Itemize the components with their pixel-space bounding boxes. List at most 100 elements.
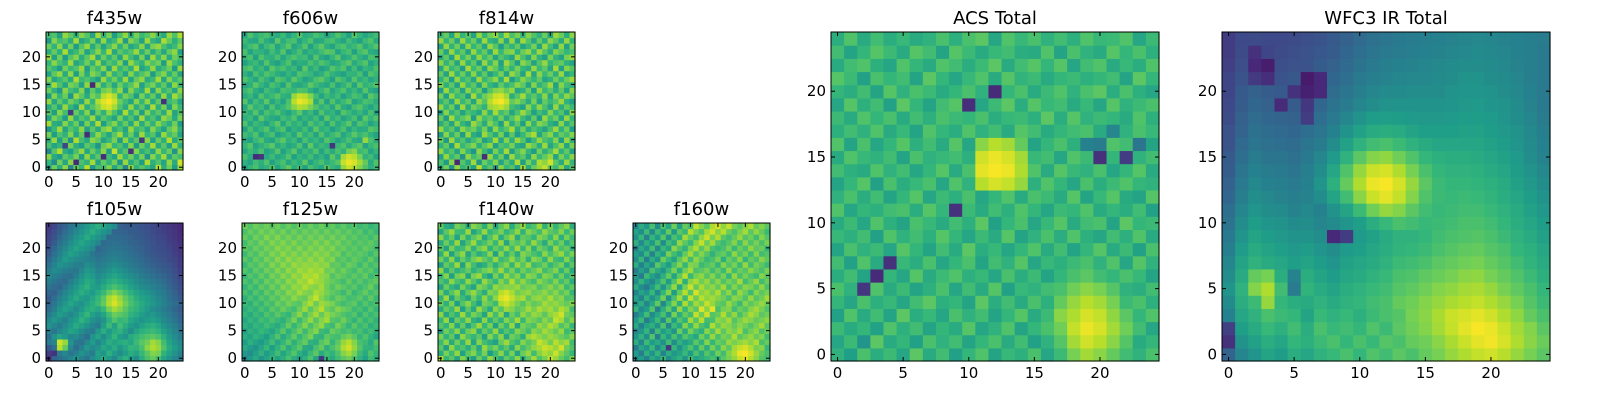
heatmap-cell	[269, 289, 276, 296]
heatmap-cell	[351, 267, 358, 274]
heatmap-cell	[252, 250, 260, 257]
heatmap-cell	[258, 76, 265, 83]
heatmap-cell	[454, 164, 461, 171]
heatmap-cell	[258, 228, 265, 235]
x-tick-label: 5	[658, 364, 668, 382]
heatmap-cell	[368, 54, 375, 61]
heatmap-cell	[1027, 176, 1042, 191]
heatmap-cell	[509, 322, 516, 329]
heatmap-cell	[654, 228, 661, 235]
heatmap-cell	[693, 234, 700, 241]
heatmap-cell	[128, 344, 135, 351]
heatmap-cell	[654, 327, 661, 334]
heatmap-cell	[252, 98, 260, 105]
heatmap-cell	[547, 142, 554, 149]
heatmap-cell	[73, 81, 80, 88]
heatmap-cell	[351, 76, 358, 83]
heatmap-cell	[46, 43, 53, 50]
heatmap-cell	[302, 234, 309, 241]
heatmap-cell	[569, 311, 576, 318]
heatmap-cell	[547, 54, 554, 61]
heatmap-cell	[737, 305, 744, 312]
heatmap-cell	[704, 344, 711, 351]
heatmap-cell	[46, 76, 53, 83]
heatmap-cell	[351, 344, 358, 351]
heatmap-cell	[909, 308, 924, 323]
heatmap-cell	[520, 147, 527, 155]
heatmap-cell	[638, 245, 645, 252]
heatmap-cell	[155, 81, 162, 88]
heatmap-cell	[654, 338, 661, 346]
heatmap-cell	[1054, 347, 1068, 362]
heatmap-cell	[520, 48, 527, 55]
heatmap-cell	[643, 256, 651, 263]
heatmap-cell	[520, 289, 527, 296]
heatmap-cell	[542, 338, 549, 346]
heatmap-cell	[470, 316, 477, 323]
heatmap-cell	[883, 255, 898, 270]
heatmap-cell	[962, 176, 976, 191]
heatmap-cell	[78, 164, 85, 171]
heatmap-cell	[351, 98, 358, 105]
heatmap-cell	[51, 48, 58, 55]
heatmap-cell	[329, 305, 336, 312]
heatmap-cell	[438, 153, 445, 160]
heatmap-cell	[709, 239, 716, 246]
heatmap-cell	[128, 81, 135, 88]
heatmap-cell	[318, 147, 325, 155]
heatmap-cell	[252, 76, 260, 83]
heatmap-cell	[547, 261, 554, 268]
heatmap-cell	[296, 333, 303, 340]
heatmap-cell	[95, 70, 102, 77]
heatmap-cell	[643, 316, 651, 323]
heatmap-cell	[78, 344, 85, 351]
heatmap-cell	[166, 131, 173, 138]
heatmap-cell	[106, 32, 113, 39]
heatmap-cell	[514, 294, 521, 301]
heatmap-cell	[296, 349, 303, 357]
heatmap-cell	[269, 300, 276, 307]
heatmap-cell	[748, 250, 755, 257]
heatmap-cell	[520, 76, 527, 83]
heatmap-cell	[660, 261, 667, 268]
heatmap-cell	[280, 278, 287, 285]
heatmap-cell	[357, 223, 364, 230]
heatmap-cell	[296, 322, 303, 329]
heatmap-cell	[351, 256, 358, 263]
heatmap-cell	[95, 223, 102, 230]
heatmap-cell	[242, 278, 249, 285]
heatmap-cell	[643, 294, 651, 301]
heatmap-cell	[1014, 347, 1029, 362]
heatmap-cell	[362, 103, 369, 110]
heatmap-cell	[459, 267, 466, 274]
heatmap-cell	[329, 147, 336, 155]
heatmap-cell	[111, 300, 118, 307]
heatmap-cell	[514, 164, 521, 171]
heatmap-cell	[498, 228, 505, 235]
heatmap-cell	[117, 32, 124, 39]
heatmap-cell	[481, 164, 488, 171]
heatmap-cell	[509, 300, 516, 307]
heatmap-cell	[638, 283, 645, 290]
heatmap-cell	[531, 344, 538, 351]
heatmap-cell	[542, 125, 549, 132]
heatmap-cell	[470, 87, 477, 94]
heatmap-cell	[106, 125, 113, 132]
heatmap-cell	[698, 338, 705, 346]
heatmap-cell	[448, 355, 456, 362]
heatmap-cell	[177, 98, 184, 105]
heatmap-cell	[687, 228, 694, 235]
heatmap-cell	[155, 333, 162, 340]
heatmap-cell	[307, 120, 314, 127]
heatmap-cell	[340, 81, 347, 88]
heatmap-cell	[564, 114, 571, 121]
heatmap-cell	[531, 223, 538, 230]
heatmap-cell	[709, 322, 716, 329]
heatmap-cell	[514, 316, 521, 323]
heatmap-cell	[67, 120, 74, 127]
heatmap-cell	[56, 283, 64, 290]
heatmap-cell	[242, 43, 249, 50]
heatmap-cell	[177, 267, 184, 274]
heatmap-cell	[470, 272, 477, 279]
heatmap-cell	[564, 234, 571, 241]
